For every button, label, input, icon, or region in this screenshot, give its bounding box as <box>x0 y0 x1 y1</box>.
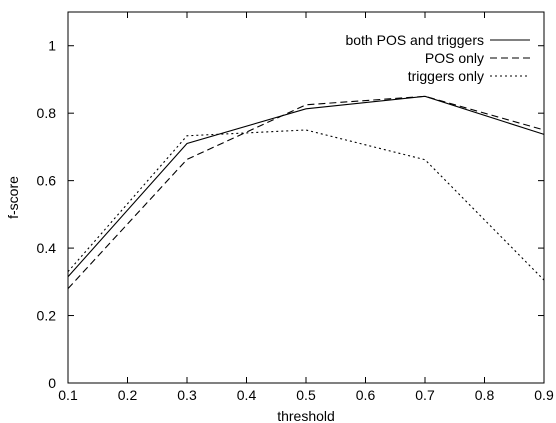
legend-label: both POS and triggers <box>345 32 484 48</box>
x-tick-label: 0.6 <box>356 387 376 403</box>
y-tick-label: 0 <box>48 375 56 391</box>
legend-label: triggers only <box>408 68 484 84</box>
axes: 0.1 0.2 0.3 0.4 0.5 0.6 0.7 0.8 0.9 0 0.2 0.4 0.6 0.8… <box>37 11 554 403</box>
legend: both POS and triggers POS only triggers on… <box>345 32 530 84</box>
x-axis-label: threshold <box>277 408 335 423</box>
series-line-3 <box>67 129 545 281</box>
x-tick-label: 0.4 <box>237 387 257 403</box>
x-tick-label: 0.5 <box>296 387 316 403</box>
x-tick-label: 0.1 <box>58 387 78 403</box>
series-line-1 <box>67 95 545 278</box>
x-tick-label: 0.3 <box>177 387 197 403</box>
y-tick-label: 0.2 <box>37 308 57 324</box>
x-tick-label: 0.2 <box>118 387 138 403</box>
y-tick-label: 0.6 <box>37 173 57 189</box>
y-tick-label: 1 <box>48 38 56 54</box>
x-tick-label: 0.8 <box>475 387 495 403</box>
y-tick-label: 0.4 <box>37 240 57 256</box>
series-lines <box>67 95 545 289</box>
legend-label: POS only <box>425 50 484 66</box>
y-axis-label: f-score <box>5 176 21 219</box>
x-tick-label: 0.9 <box>534 387 554 403</box>
series-line-2 <box>67 95 545 289</box>
x-tick-label: 0.7 <box>415 387 435 403</box>
y-tick-label: 0.8 <box>37 105 57 121</box>
